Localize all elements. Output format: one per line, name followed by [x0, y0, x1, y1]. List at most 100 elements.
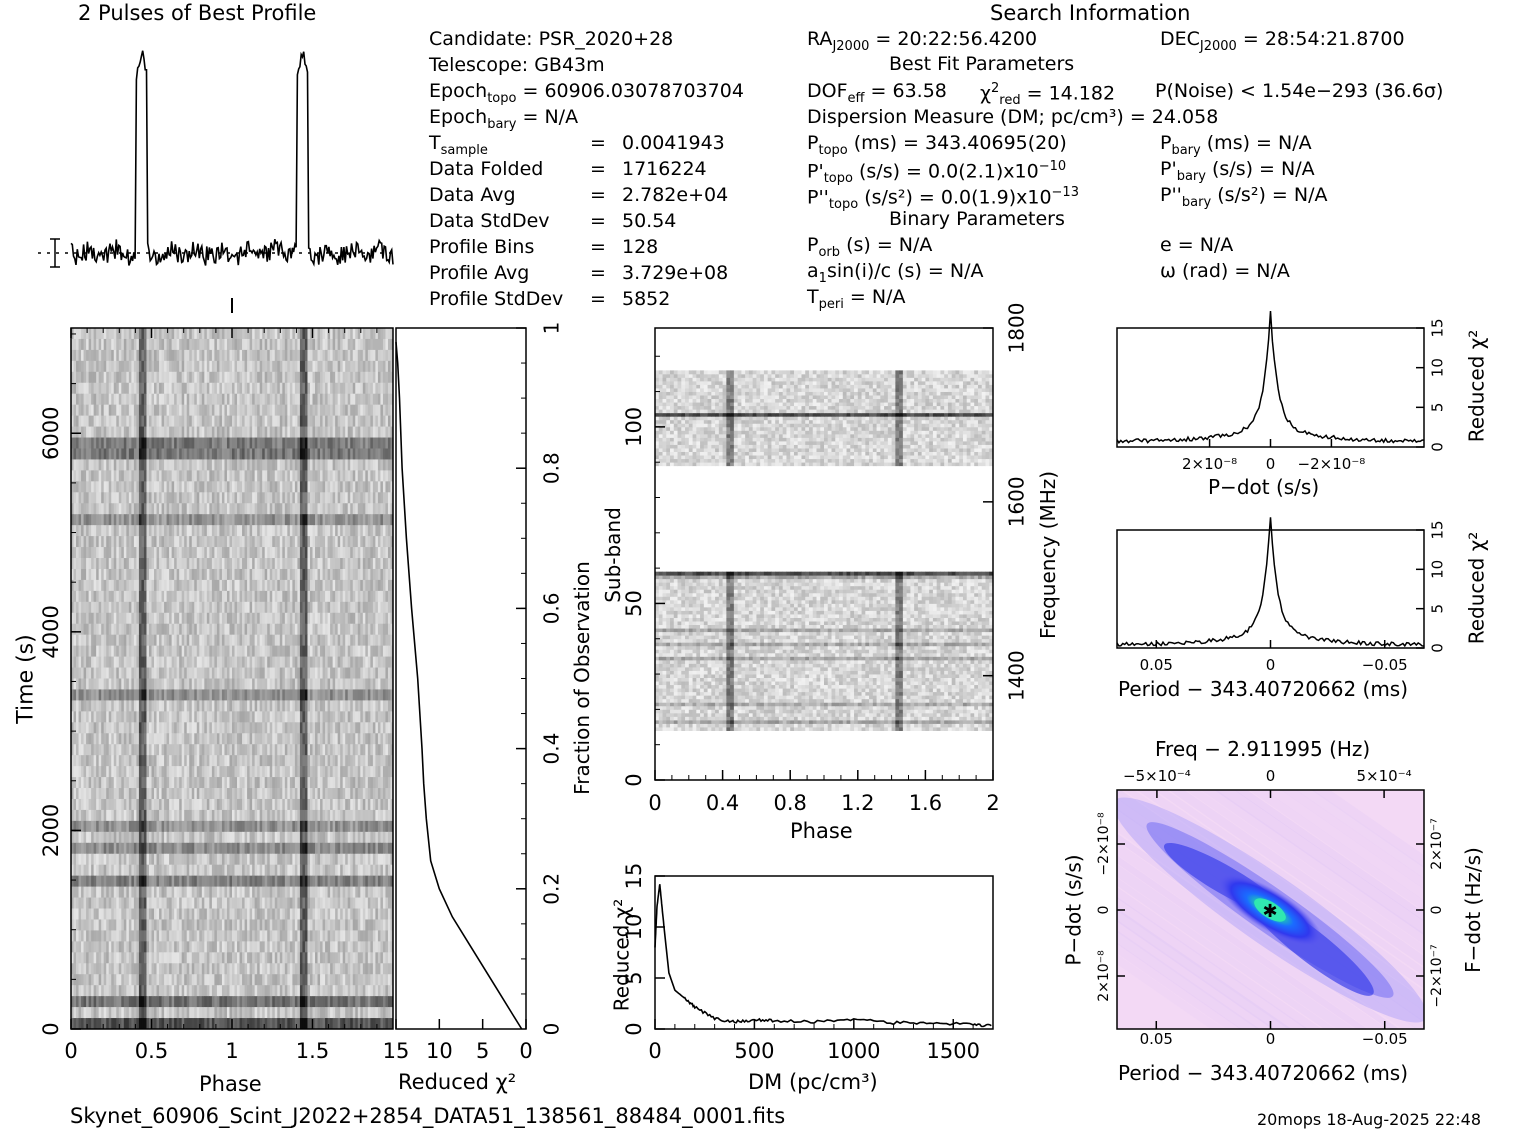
time-phase-cell — [292, 404, 296, 417]
time-phase-cell — [312, 481, 316, 493]
time-phase-cell — [211, 404, 215, 417]
time-phase-cell — [340, 601, 344, 614]
time-phase-cell — [289, 558, 293, 570]
time-phase-cell — [315, 514, 318, 526]
time-phase-cell — [242, 689, 245, 701]
time-phase-cell — [176, 360, 180, 373]
time-phase-cell — [73, 579, 77, 592]
time-phase-cell — [315, 481, 318, 493]
time-phase-cell — [327, 360, 331, 373]
time-phase-cell — [345, 667, 349, 679]
time-phase-cell — [375, 437, 379, 449]
time-phase-cell — [330, 382, 334, 395]
time-phase-cell — [390, 667, 394, 679]
time-phase-cell — [299, 612, 303, 625]
time-phase-cell — [181, 547, 185, 559]
time-phase-cell — [156, 470, 160, 482]
time-phase-cell — [103, 689, 107, 701]
time-phase-cell — [347, 328, 351, 340]
time-phase-cell — [390, 590, 394, 603]
time-phase-cell — [128, 667, 132, 679]
time-phase-cell — [390, 360, 394, 373]
time-phase-cell — [224, 689, 228, 701]
time-phase-cell — [101, 503, 105, 515]
time-phase-cell — [382, 678, 386, 690]
time-phase-cell — [216, 437, 220, 449]
time-phase-cell — [312, 700, 316, 712]
time-phase-cell — [176, 404, 180, 417]
time-phase-cell — [91, 338, 95, 351]
time-phase-cell — [78, 667, 82, 679]
time-phase-cell — [249, 525, 253, 537]
time-phase-cell — [267, 722, 271, 734]
time-phase-cell — [320, 459, 323, 471]
time-phase-cell — [128, 360, 132, 373]
time-phase-cell — [156, 733, 160, 745]
time-phase-cell — [372, 612, 376, 625]
time-phase-cell — [292, 459, 296, 471]
time-phase-cell — [191, 481, 195, 493]
time-phase-cell — [365, 536, 369, 548]
time-phase-cell — [380, 382, 384, 395]
time-phase-cell — [111, 568, 115, 581]
time-phase-cell — [186, 360, 190, 373]
time-phase-cell — [118, 360, 122, 373]
time-phase-cell — [221, 733, 225, 745]
time-phase-cell — [174, 382, 178, 395]
time-phase-cell — [350, 645, 354, 657]
time-phase-cell — [315, 558, 318, 570]
time-phase-cell — [247, 492, 251, 504]
pdbary-text: P'bary (s/s) = N/A — [1160, 158, 1315, 184]
time-phase-cell — [325, 459, 328, 471]
time-phase-cell — [380, 590, 384, 603]
time-phase-cell — [307, 349, 311, 362]
time-phase-cell — [302, 722, 306, 734]
time-phase-cell — [269, 382, 273, 395]
time-phase-cell — [299, 371, 303, 384]
time-phase-cell — [171, 590, 175, 603]
time-phase-cell — [106, 612, 110, 625]
time-phase-cell — [382, 514, 386, 526]
time-phase-cell — [81, 470, 84, 482]
time-phase-cell — [299, 744, 303, 756]
time-phase-cell — [146, 700, 150, 712]
time-phase-cell — [126, 448, 130, 460]
time-phase-cell — [357, 700, 361, 712]
time-phase-cell — [181, 722, 185, 734]
time-phase-cell — [330, 360, 334, 373]
time-phase-cell — [166, 623, 170, 636]
time-phase-cell — [247, 503, 251, 515]
time-phase-cell — [309, 722, 313, 734]
time-phase-cell — [330, 579, 334, 592]
time-phase-cell — [294, 667, 298, 679]
time-phase-cell — [186, 612, 190, 625]
time-phase-cell — [302, 426, 306, 438]
time-phase-cell — [128, 514, 132, 526]
time-phase-cell — [209, 459, 213, 471]
time-phase-cell — [154, 601, 157, 614]
time-phase-cell — [214, 656, 218, 668]
time-phase-cell — [111, 536, 115, 548]
time-phase-cell — [174, 459, 178, 471]
time-phase-cell — [312, 656, 316, 668]
time-phase-cell — [237, 558, 240, 570]
time-phase-cell — [262, 360, 266, 373]
a1-text: a1sin(i)/c (s) = N/A — [807, 260, 984, 286]
time-phase-cell — [83, 514, 87, 526]
time-phase-cell — [88, 623, 92, 636]
time-phase-cell — [214, 328, 218, 340]
time-phase-cell — [355, 579, 359, 592]
time-phase-cell — [317, 536, 321, 548]
time-phase-cell — [211, 601, 215, 614]
time-phase-cell — [226, 722, 230, 734]
time-phase-cell — [131, 371, 135, 384]
time-phase-cell — [91, 612, 95, 625]
time-phase-cell — [83, 481, 87, 493]
time-phase-cell — [156, 393, 160, 406]
time-phase-cell — [370, 514, 374, 526]
time-phase-cell — [387, 404, 391, 417]
time-phase-cell — [196, 393, 200, 406]
time-phase-cell — [262, 393, 266, 406]
time-phase-cell — [292, 568, 296, 581]
time-phase-cell — [287, 700, 291, 712]
